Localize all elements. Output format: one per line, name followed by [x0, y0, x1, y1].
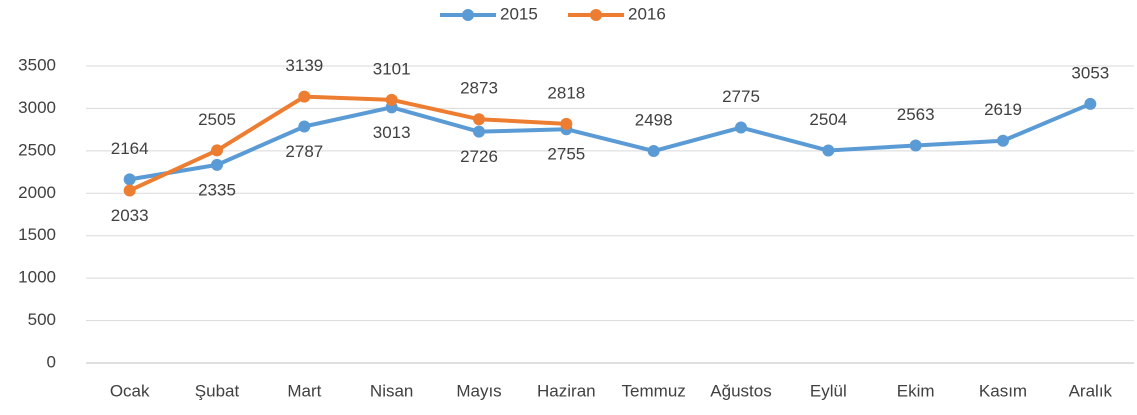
point	[211, 144, 223, 157]
y-tick-label: 1000	[18, 268, 56, 287]
data-label: 2505	[198, 110, 236, 129]
data-label: 2873	[460, 79, 498, 98]
data-label: 2775	[722, 87, 760, 106]
point	[822, 144, 835, 157]
data-label: 2335	[198, 180, 236, 199]
point	[298, 120, 311, 133]
data-label: 2787	[285, 142, 323, 161]
x-tick-label: Ocak	[110, 381, 150, 400]
data-label: 3053	[1071, 63, 1109, 82]
series-line	[129, 102, 1092, 182]
x-tick-label: Mart	[287, 381, 321, 400]
point	[385, 93, 398, 106]
point	[123, 173, 136, 186]
point	[1084, 97, 1097, 110]
data-label: 2563	[897, 105, 935, 124]
data-label: 2726	[460, 147, 498, 166]
data-label: 2818	[547, 83, 585, 102]
point	[211, 158, 223, 171]
data-label: 2755	[547, 145, 585, 164]
point	[473, 125, 485, 138]
x-tick-label: Ağustos	[710, 381, 771, 400]
point	[909, 139, 922, 152]
x-tick-label: Ekim	[897, 381, 935, 400]
x-tick-label: Temmuz	[622, 381, 686, 400]
point	[473, 113, 485, 126]
legend-marker	[590, 9, 602, 21]
legend-marker	[462, 9, 474, 21]
series-line	[128, 94, 567, 193]
data-label: 2619	[984, 100, 1022, 119]
data-label: 2504	[809, 110, 847, 129]
x-tick-label: Kasım	[979, 381, 1027, 400]
data-label: 2164	[111, 139, 149, 158]
y-tick-label: 0	[47, 352, 56, 371]
point	[123, 184, 136, 197]
x-tick-label: Haziran	[537, 381, 596, 400]
data-label: 3013	[373, 123, 411, 142]
x-tick-label: Şubat	[195, 381, 240, 400]
point	[647, 145, 660, 158]
point	[560, 117, 573, 130]
data-label: 3139	[285, 56, 323, 75]
y-tick-label: 3500	[18, 55, 56, 74]
data-label: 2033	[111, 206, 149, 225]
data-label: 2498	[635, 111, 673, 130]
y-tick-label: 2500	[18, 140, 56, 159]
data-label: 3101	[373, 59, 411, 78]
x-tick-label: Nisan	[370, 381, 413, 400]
x-tick-label: Aralık	[1069, 381, 1113, 400]
legend-label: 2016	[628, 4, 666, 23]
point	[735, 121, 747, 134]
y-tick-label: 1500	[18, 225, 56, 244]
y-tick-label: 500	[28, 310, 56, 329]
point	[298, 90, 311, 103]
x-tick-label: Mayıs	[456, 381, 501, 400]
y-tick-label: 3000	[18, 98, 56, 117]
point	[997, 134, 1009, 147]
y-tick-label: 2000	[18, 183, 56, 202]
x-tick-label: Eylül	[810, 381, 847, 400]
legend-label: 2015	[500, 4, 538, 23]
